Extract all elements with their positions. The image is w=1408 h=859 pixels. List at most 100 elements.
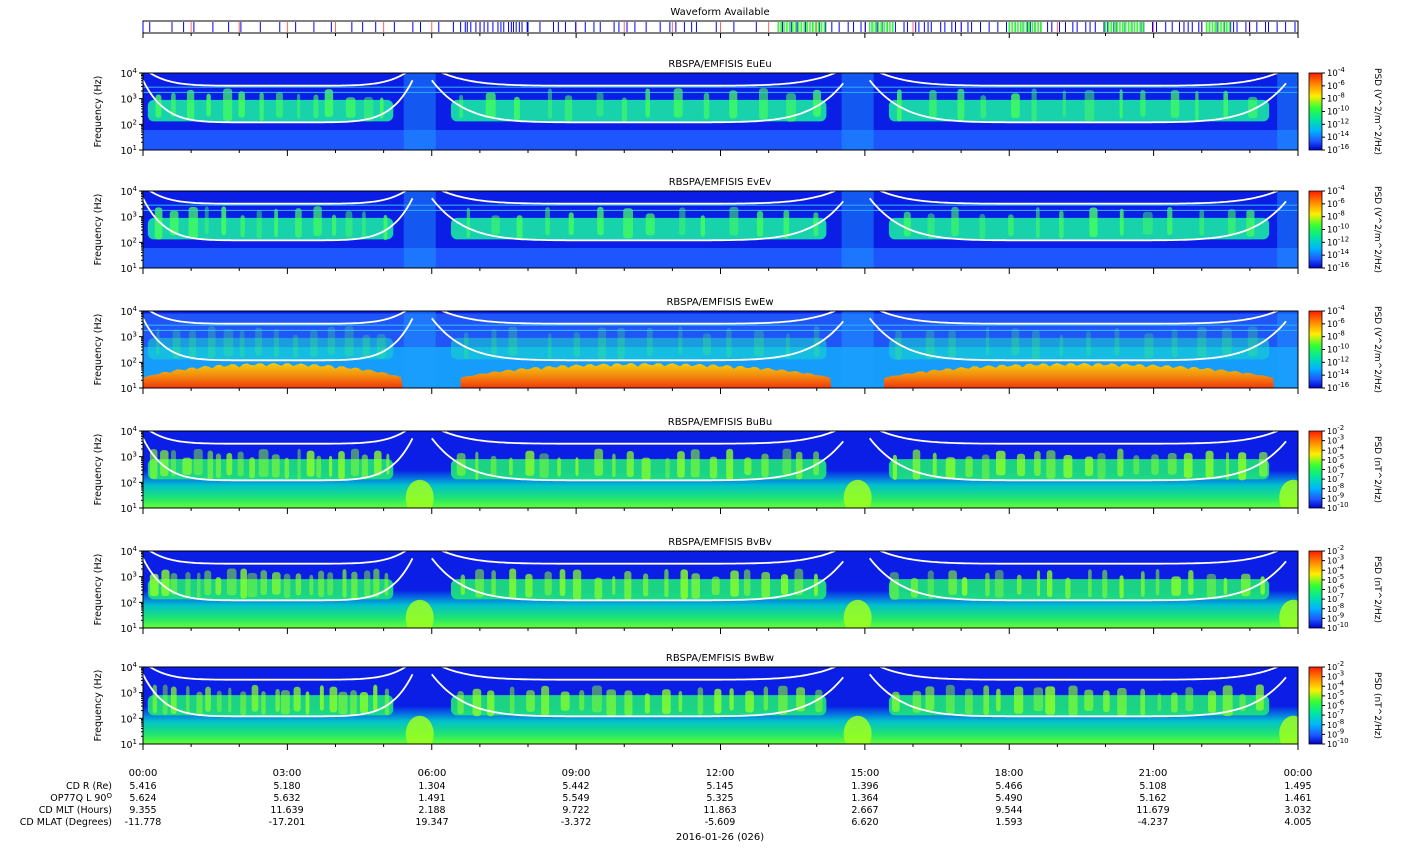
y-tick-label: 101 xyxy=(120,738,137,751)
colorbar-label: PSD (V^2/m^2/Hz) xyxy=(1372,186,1382,273)
chorus-element xyxy=(188,206,198,239)
chorus-element xyxy=(259,92,264,122)
chorus-element xyxy=(1167,206,1173,236)
chorus-element xyxy=(624,570,632,601)
ephemeris-value: 19.347 xyxy=(415,817,448,828)
chorus-element xyxy=(1259,452,1268,477)
ephemeris-value: 1.461 xyxy=(1284,793,1311,804)
ew-lowfreq-intense-band xyxy=(884,362,1274,388)
colorbar-tick-label: 10-8 xyxy=(1327,482,1344,494)
cyclotron-frequency-curve xyxy=(148,73,408,87)
perigee-enhancement xyxy=(1277,191,1298,268)
chorus-element xyxy=(545,206,550,236)
chorus-element xyxy=(271,454,280,478)
perigee-enhancement xyxy=(841,73,874,150)
ephemeris-value: 5.416 xyxy=(129,781,156,792)
colorbar-tick-label: 10-5 xyxy=(1327,689,1344,701)
chorus-element xyxy=(487,690,495,717)
chorus-element xyxy=(813,326,820,357)
chorus-element xyxy=(1097,453,1106,480)
chorus-element xyxy=(207,326,216,359)
chorus-element xyxy=(597,206,604,236)
y-tick-label: 102 xyxy=(120,236,137,249)
chorus-element xyxy=(171,92,176,118)
chorus-element xyxy=(345,97,356,118)
chorus-element xyxy=(945,684,955,714)
chorus-element xyxy=(1033,687,1044,712)
chorus-element xyxy=(273,328,279,358)
chorus-element xyxy=(1119,89,1123,119)
chorus-element xyxy=(508,326,518,356)
chorus-element xyxy=(925,330,935,359)
chorus-element xyxy=(1117,688,1127,716)
chorus-element xyxy=(363,97,374,122)
chorus-element xyxy=(697,687,704,716)
chorus-element xyxy=(328,455,333,478)
chorus-element xyxy=(152,684,157,714)
ephemeris-value: 5.549 xyxy=(562,793,589,804)
chorus-element xyxy=(560,691,570,711)
chorus-element xyxy=(1221,327,1232,355)
chorus-element xyxy=(929,90,937,119)
chorus-element xyxy=(965,456,973,478)
colorbar-tick-label: 10-4 xyxy=(1327,184,1345,197)
colorbar-tick-label: 10-3 xyxy=(1327,670,1344,682)
chorus-element xyxy=(204,570,212,596)
y-tick-label: 104 xyxy=(120,67,137,80)
ephemeris-value: -11.778 xyxy=(125,817,162,828)
wave-band xyxy=(451,217,827,240)
spectrogram-panel: RBSPA/EMFISIS BwBw 104 103 102 101 Frequency … xyxy=(93,653,1382,751)
colorbar-tick-label: 10-10 xyxy=(1327,501,1349,513)
colorbar xyxy=(1308,666,1323,745)
ephemeris-value: 11.639 xyxy=(270,805,303,816)
chorus-element xyxy=(170,572,178,595)
chorus-element xyxy=(1208,690,1217,713)
chorus-element xyxy=(594,577,603,600)
chorus-element xyxy=(996,688,1001,712)
chorus-element xyxy=(1227,209,1236,235)
cyclotron-frequency-curve xyxy=(143,437,414,482)
chorus-element xyxy=(475,451,479,481)
chorus-element xyxy=(197,572,201,600)
chorus-element xyxy=(1222,685,1233,717)
y-tick-label: 104 xyxy=(120,425,137,438)
chorus-element xyxy=(1255,684,1264,711)
chorus-element xyxy=(1197,327,1207,358)
ephemeris-value: 5.325 xyxy=(706,793,733,804)
waveform-availability: Waveform Available xyxy=(142,7,1299,38)
cyclotron-frequency-curve xyxy=(440,311,838,325)
colorbar xyxy=(1308,310,1323,389)
chorus-element xyxy=(985,572,990,597)
perigee-enhancement xyxy=(1279,479,1298,508)
chorus-element xyxy=(986,326,990,356)
colorbar-tick-label: 10-10 xyxy=(1327,343,1349,356)
chorus-element xyxy=(223,329,234,357)
colorbar-tick-label: 10-6 xyxy=(1327,197,1345,210)
chorus-element xyxy=(594,448,604,476)
colorbar-tick-label: 10-2 xyxy=(1327,424,1344,436)
chorus-element xyxy=(889,572,899,600)
cyclotron-frequency-curve xyxy=(440,73,838,87)
ephemeris-value: -5.609 xyxy=(705,817,736,828)
chorus-element xyxy=(362,211,366,238)
spectrogram-image xyxy=(143,311,1298,388)
chorus-element xyxy=(240,691,247,716)
ephemeris-value: 1.364 xyxy=(851,793,878,804)
colorbar-tick-label: 10-12 xyxy=(1327,235,1349,248)
y-axis-label: Frequency (Hz) xyxy=(93,554,104,626)
ephemeris-value: 5.490 xyxy=(995,793,1022,804)
chorus-element xyxy=(283,573,291,599)
ephemeris-label-mlat: CD MLAT (Degrees) xyxy=(20,817,112,828)
chorus-element xyxy=(338,451,345,480)
chorus-element xyxy=(189,330,197,361)
chorus-element xyxy=(903,211,911,237)
y-tick-label: 101 xyxy=(120,622,137,635)
spectrogram-image xyxy=(143,667,1298,744)
ew-lowfreq-intense-band xyxy=(143,362,403,388)
chorus-element xyxy=(466,207,471,239)
chorus-element xyxy=(383,214,388,241)
chorus-element xyxy=(310,329,318,357)
colorbar-tick-label: 10-4 xyxy=(1327,443,1345,455)
colorbar-tick-label: 10-8 xyxy=(1327,718,1344,730)
waveform-title: Waveform Available xyxy=(670,7,769,18)
